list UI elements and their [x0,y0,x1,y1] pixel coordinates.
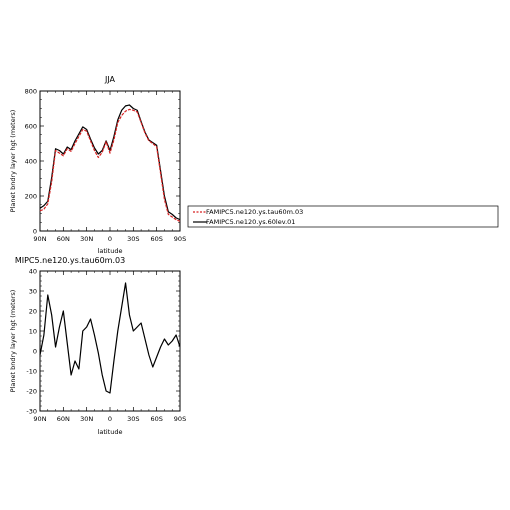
bottom-xtick-label: 30N [80,415,93,423]
bottom-panel: MIPC5.ne120.ys.tau60m.03 -30 -20 -10 0 10 20 3… [9,256,186,436]
top-xtick-label: 90N [33,235,46,243]
bottom-ytick-label: 40 [29,267,37,275]
legend-label-series-1: FAMIPC5.ne120.ys.tau60m.03 [206,208,303,216]
top-ytick-label: 800 [25,87,37,95]
bottom-ytick-label: 20 [29,307,37,315]
bottom-xtick-label: 90S [174,415,186,423]
bottom-series-line-1 [39,282,181,394]
top-ytick-label: 600 [25,122,37,130]
legend: FAMIPC5.ne120.ys.tau60m.03 FAMIPC5.ne120… [187,205,499,228]
top-xtick-label: 30N [80,235,93,243]
top-xtick-label: 60S [150,235,162,243]
top-y-axis-label: Planet bndry layer hgt (meters) [9,110,17,213]
top-series-line-2 [39,104,181,221]
top-ytick-label: 200 [25,192,37,200]
bottom-ytick-label: 0 [33,347,37,355]
bottom-x-tick-labels: 90N 60N 30N 0 30S 60S 90S [33,415,186,423]
top-tick-marks [39,90,181,232]
top-chart-title: JJA [104,75,116,84]
top-series-line-1 [39,108,181,222]
top-xtick-label: 60N [57,235,70,243]
bottom-xtick-label: 60S [150,415,162,423]
bottom-ytick-label: -10 [26,367,37,375]
bottom-ytick-label: 10 [29,327,37,335]
bottom-ytick-label: 30 [29,287,37,295]
top-x-tick-labels: 90N 60N 30N 0 30S 60S 90S [33,235,186,243]
legend-box [187,205,499,228]
bottom-xtick-label: 60N [57,415,70,423]
top-xtick-label: 0 [108,235,112,243]
bottom-y-axis-label: Planet bndry layer hgt (meters) [9,290,17,393]
top-series-lines [39,104,181,222]
bottom-ytick-label: -30 [26,407,37,415]
top-ytick-label: 400 [25,157,37,165]
bottom-ytick-label: -20 [26,387,37,395]
bottom-xtick-label: 0 [108,415,112,423]
bottom-xtick-label: 30S [127,415,139,423]
bottom-y-tick-labels: -30 -20 -10 0 10 20 30 40 [26,267,37,415]
bottom-chart-title: MIPC5.ne120.ys.tau60m.03 [15,256,125,265]
top-xtick-label: 30S [127,235,139,243]
top-panel: JJA 0 200 400 600 800 90N 60N 30N 0 30S 60S 90S la… [9,75,186,255]
top-y-tick-labels: 0 200 400 600 800 [25,87,37,235]
bottom-tick-marks [39,270,181,412]
bottom-xtick-label: 90N [33,415,46,423]
top-ytick-label: 0 [33,227,37,235]
bottom-series-lines [39,282,181,394]
bottom-x-axis-label: latitude [98,428,123,436]
legend-label-series-2: FAMIPC5.ne120.ys.60lev.01 [206,218,295,226]
top-x-axis-label: latitude [98,247,123,255]
top-xtick-label: 90S [174,235,186,243]
